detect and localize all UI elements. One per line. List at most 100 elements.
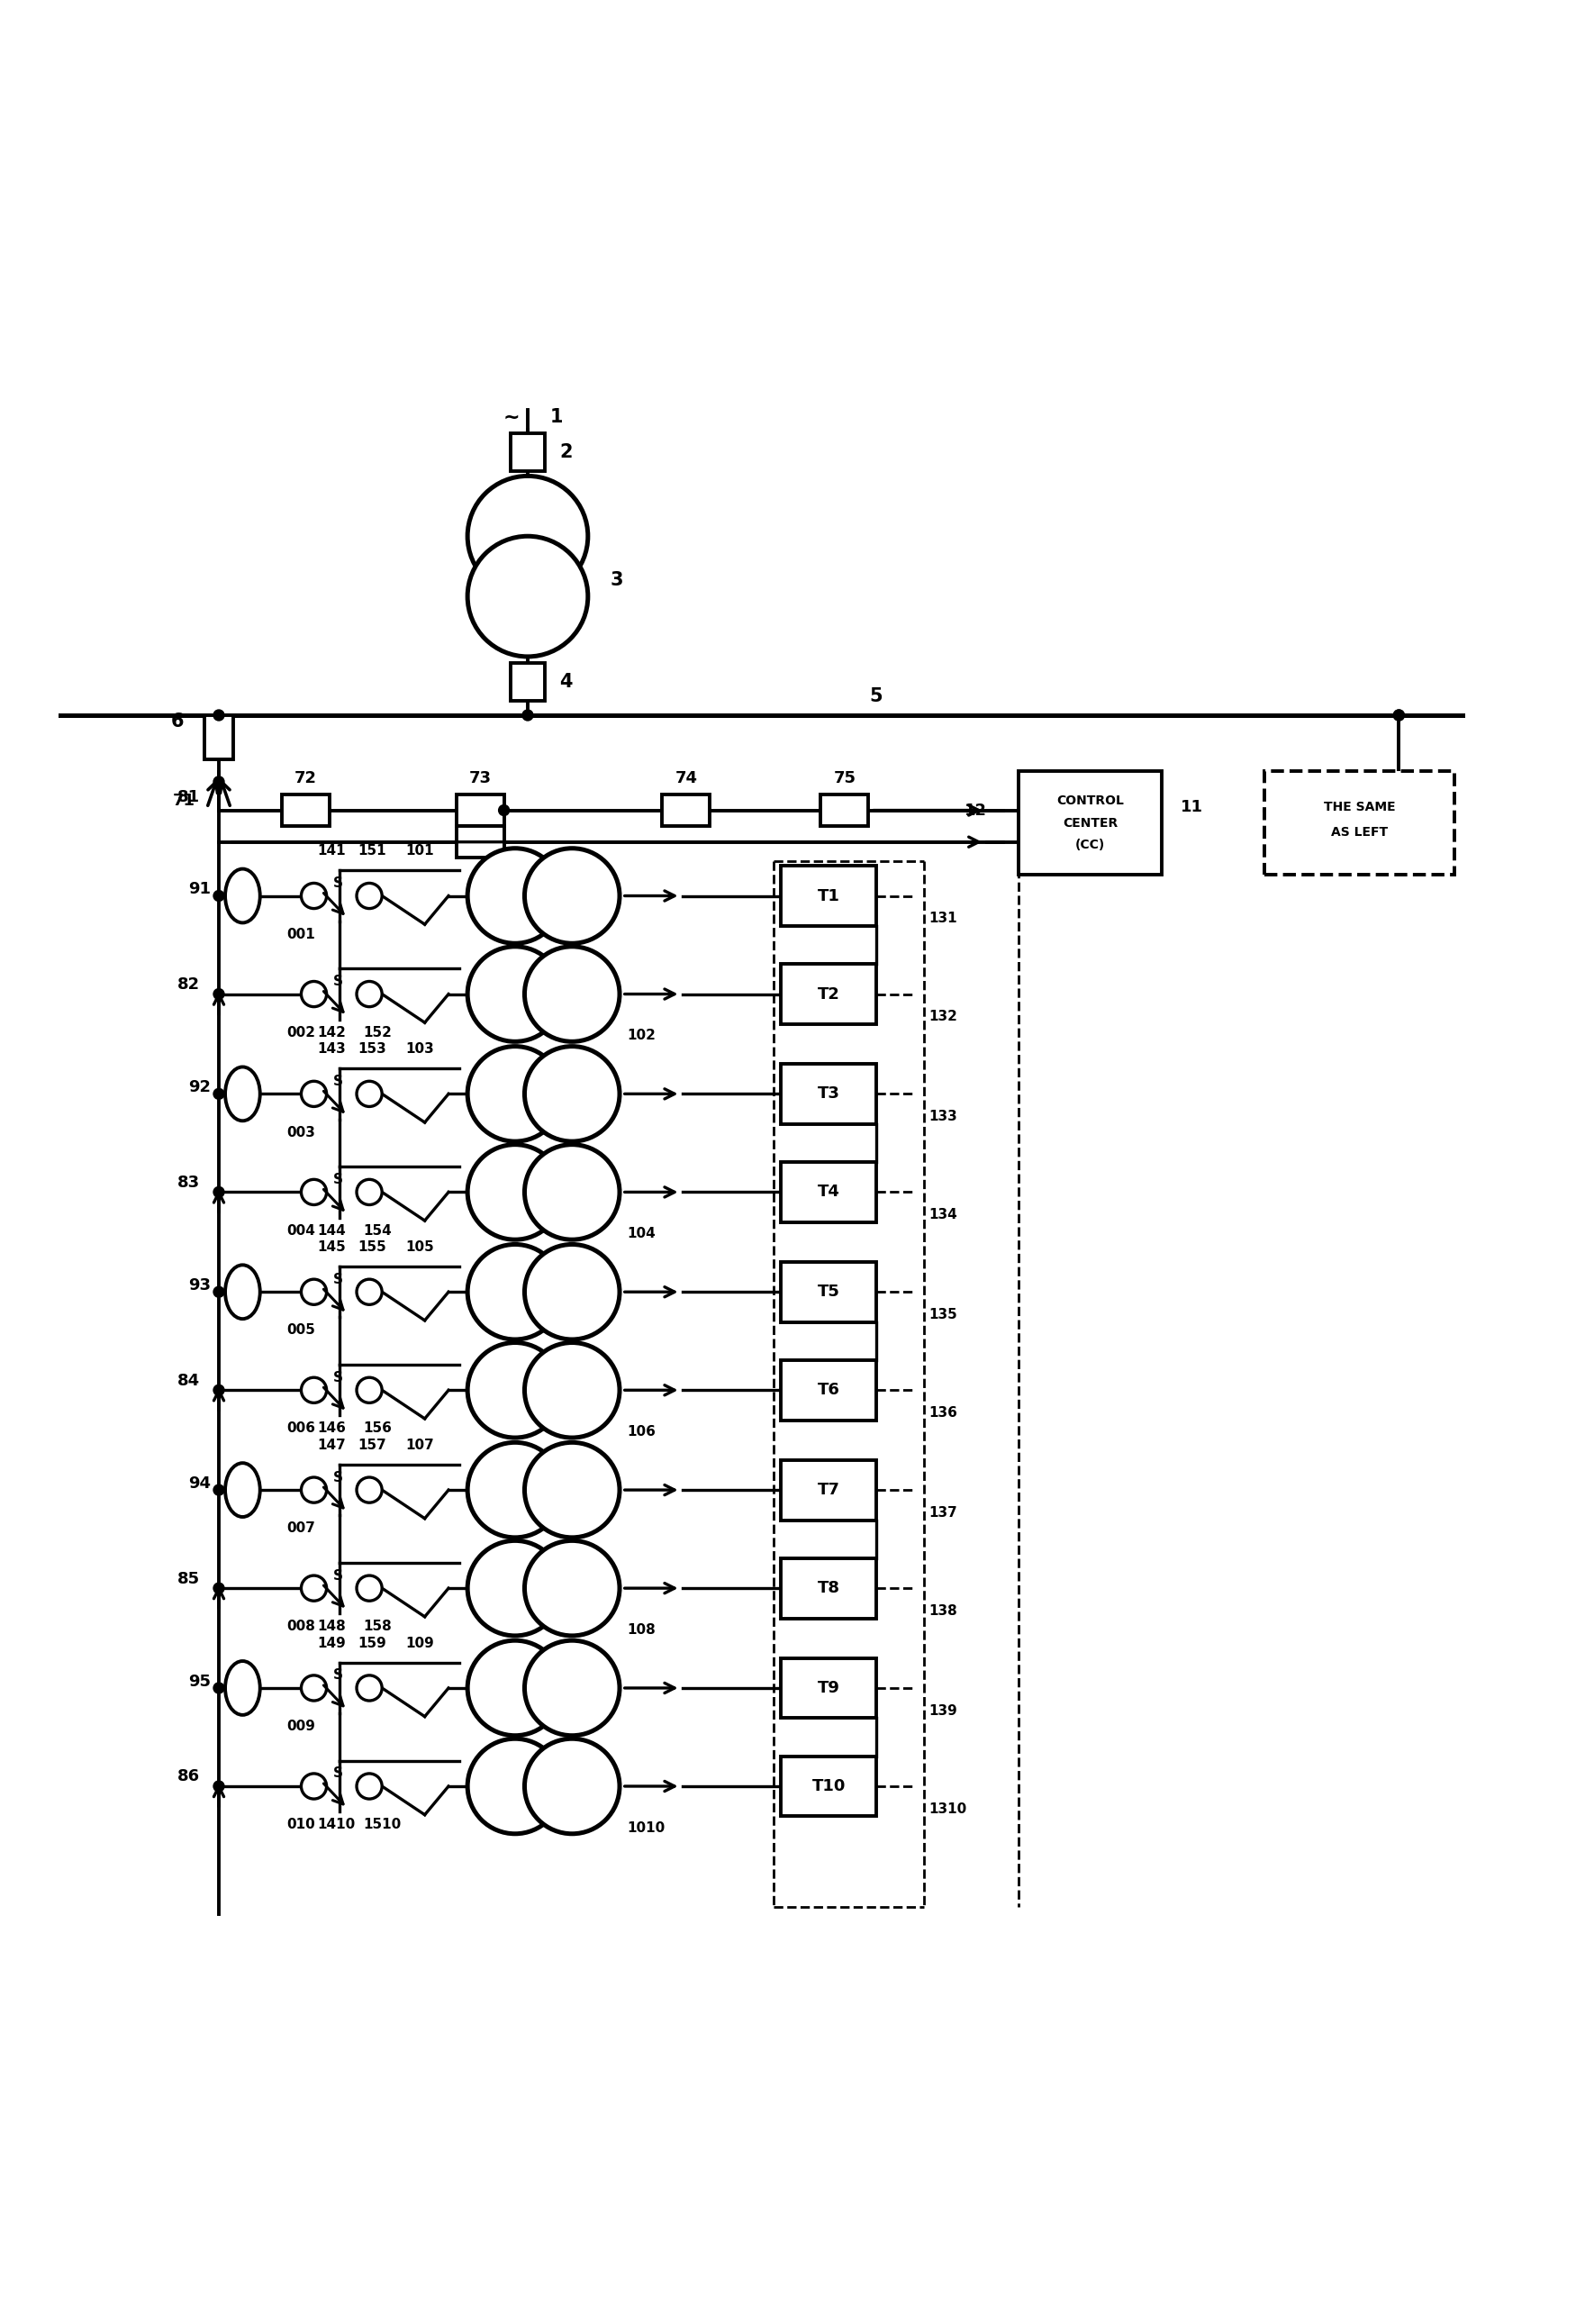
Circle shape [467, 1146, 563, 1239]
Circle shape [1395, 711, 1404, 720]
Text: 85: 85 [177, 1571, 199, 1587]
Text: ~: ~ [504, 409, 520, 425]
Text: T10: T10 [811, 1778, 845, 1794]
Circle shape [301, 1378, 327, 1404]
Text: 1: 1 [550, 409, 563, 425]
Text: T9: T9 [818, 1680, 840, 1697]
Text: 136: 136 [928, 1406, 956, 1420]
Circle shape [214, 990, 223, 999]
Circle shape [524, 848, 620, 944]
Text: 146: 146 [317, 1422, 346, 1436]
Bar [781, 1064, 877, 1125]
Text: CONTROL: CONTROL [1057, 795, 1124, 806]
Text: 149: 149 [317, 1636, 346, 1650]
Circle shape [357, 1478, 383, 1504]
Text: 74: 74 [674, 772, 698, 788]
Circle shape [524, 946, 620, 1041]
Text: 105: 105 [406, 1241, 434, 1255]
Text: 71: 71 [172, 792, 194, 809]
Bar [781, 1360, 877, 1420]
Text: 104: 104 [628, 1227, 657, 1241]
Text: 2: 2 [559, 444, 572, 460]
Circle shape [301, 1081, 327, 1106]
Bar [510, 432, 545, 472]
Text: T7: T7 [818, 1483, 840, 1499]
Ellipse shape [225, 1662, 260, 1715]
Circle shape [357, 1773, 383, 1799]
Text: T3: T3 [818, 1085, 840, 1102]
Bar [781, 867, 877, 925]
Circle shape [214, 1090, 223, 1099]
Ellipse shape [225, 1264, 260, 1318]
Text: THE SAME: THE SAME [1323, 802, 1395, 813]
Circle shape [524, 1146, 620, 1239]
Text: 158: 158 [363, 1620, 392, 1634]
Text: 95: 95 [188, 1673, 210, 1690]
Circle shape [467, 1641, 563, 1736]
Text: 93: 93 [188, 1278, 210, 1294]
Circle shape [467, 946, 563, 1041]
Text: 151: 151 [359, 844, 387, 858]
Circle shape [524, 1443, 620, 1538]
Bar [282, 795, 330, 825]
Circle shape [214, 1385, 223, 1394]
Circle shape [467, 1738, 563, 1834]
Text: 143: 143 [317, 1043, 346, 1055]
Text: 003: 003 [287, 1125, 316, 1139]
Circle shape [214, 1783, 223, 1792]
Circle shape [467, 1243, 563, 1339]
Text: S: S [333, 1371, 343, 1385]
Text: 94: 94 [188, 1476, 210, 1492]
Text: 147: 147 [317, 1439, 346, 1452]
Bar [781, 1657, 877, 1717]
Circle shape [301, 1676, 327, 1701]
Text: 107: 107 [406, 1439, 434, 1452]
Text: 133: 133 [928, 1111, 956, 1122]
Circle shape [214, 1485, 223, 1494]
Text: 101: 101 [406, 844, 434, 858]
Text: 154: 154 [363, 1225, 392, 1236]
Bar [1264, 772, 1454, 874]
Circle shape [301, 981, 327, 1006]
Circle shape [524, 1046, 620, 1141]
Circle shape [357, 1676, 383, 1701]
Text: 102: 102 [628, 1030, 657, 1043]
Circle shape [301, 1478, 327, 1504]
Circle shape [301, 1278, 327, 1304]
Text: 12: 12 [964, 802, 987, 818]
Circle shape [214, 1583, 223, 1592]
Ellipse shape [225, 1464, 260, 1518]
Text: 010: 010 [287, 1817, 316, 1831]
Bar [781, 1162, 877, 1222]
Circle shape [467, 537, 588, 658]
Bar [781, 1557, 877, 1618]
Text: 009: 009 [287, 1720, 316, 1734]
Text: S: S [333, 1074, 343, 1088]
Text: 1510: 1510 [363, 1817, 402, 1831]
Text: 153: 153 [359, 1043, 387, 1055]
Text: 1310: 1310 [928, 1801, 966, 1815]
Circle shape [467, 476, 588, 597]
Text: 6: 6 [171, 713, 183, 730]
Text: 141: 141 [317, 844, 346, 858]
Text: T1: T1 [818, 888, 840, 904]
Text: 148: 148 [317, 1620, 346, 1634]
Circle shape [357, 1378, 383, 1404]
Text: 3: 3 [611, 572, 623, 590]
Text: 007: 007 [287, 1522, 316, 1536]
Text: S: S [333, 1471, 343, 1485]
Text: T6: T6 [818, 1383, 840, 1399]
Text: 006: 006 [287, 1422, 316, 1436]
Text: 159: 159 [359, 1636, 387, 1650]
Ellipse shape [225, 1067, 260, 1120]
Circle shape [301, 1576, 327, 1601]
Circle shape [524, 1738, 620, 1834]
Circle shape [524, 1541, 620, 1636]
Text: 109: 109 [406, 1636, 434, 1650]
Text: S: S [333, 1174, 343, 1185]
Text: 84: 84 [177, 1373, 199, 1390]
Text: 139: 139 [928, 1703, 956, 1717]
Circle shape [301, 1773, 327, 1799]
Bar [1019, 772, 1162, 874]
Text: 108: 108 [628, 1622, 657, 1636]
